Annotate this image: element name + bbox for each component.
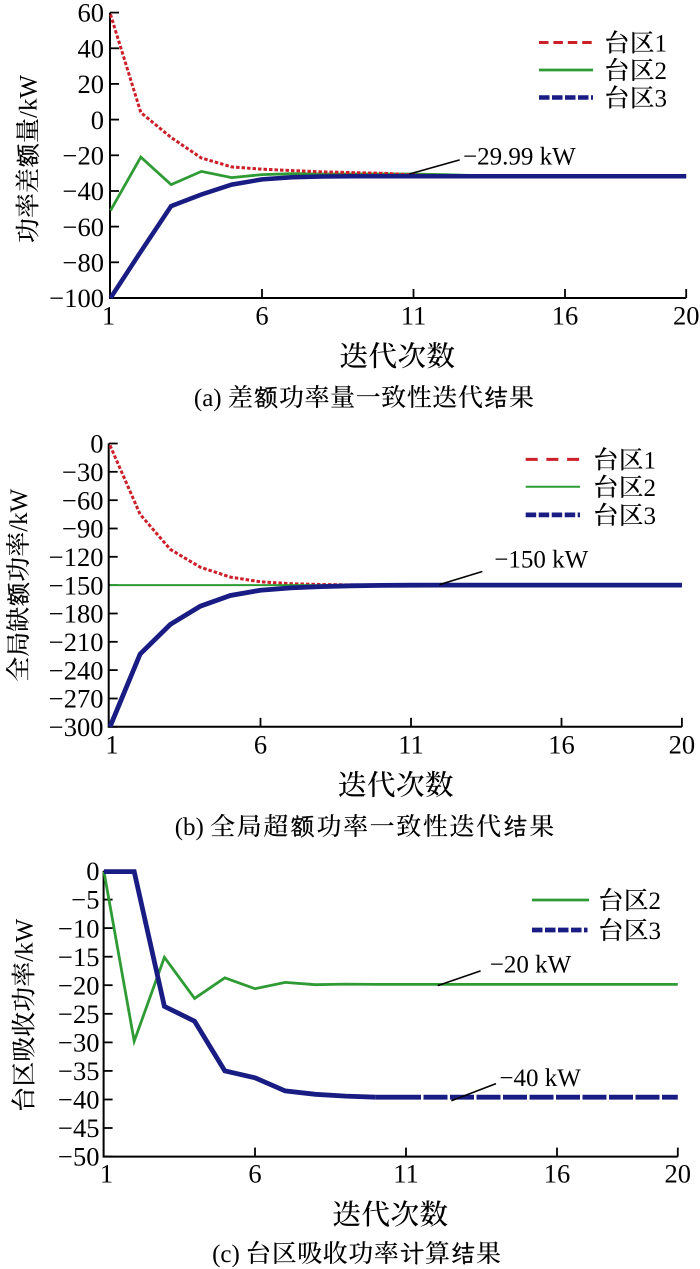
svg-text:1: 1 [105, 729, 118, 759]
svg-text:−210: −210 [49, 627, 104, 657]
svg-text:16: 16 [544, 1159, 571, 1189]
svg-text:−100: −100 [49, 283, 104, 313]
svg-text:2: 2 [644, 475, 657, 502]
svg-text:−40: −40 [63, 176, 104, 206]
svg-text:−25: −25 [58, 999, 99, 1029]
svg-text:−60: −60 [63, 212, 104, 242]
svg-text:−10: −10 [58, 913, 99, 943]
svg-text:(c): (c) [212, 1241, 240, 1268]
svg-text:1: 1 [102, 300, 115, 330]
svg-text:16: 16 [552, 300, 579, 330]
svg-text:−30: −30 [62, 457, 103, 487]
svg-text:6: 6 [254, 729, 267, 759]
svg-text:0: 0 [90, 429, 103, 459]
svg-text:−30: −30 [58, 1028, 99, 1058]
svg-text:/kW: /kW [12, 918, 39, 961]
svg-text:−150 kW: −150 kW [494, 546, 588, 573]
svg-text:11: 11 [401, 300, 427, 330]
svg-text:−120: −120 [49, 542, 104, 572]
svg-text:−90: −90 [62, 514, 103, 544]
svg-text:6: 6 [255, 300, 268, 330]
svg-text:−150: −150 [49, 570, 104, 600]
svg-text:−29.99 kW: −29.99 kW [463, 144, 576, 171]
svg-text:20: 20 [78, 69, 105, 99]
svg-text:−60: −60 [62, 485, 103, 515]
svg-text:3: 3 [644, 503, 657, 530]
svg-text:−50: −50 [58, 1142, 99, 1172]
svg-text:−300: −300 [49, 712, 104, 742]
svg-text:11: 11 [393, 1159, 419, 1189]
svg-text:0: 0 [86, 856, 99, 886]
svg-text:1: 1 [644, 447, 657, 474]
svg-text:16: 16 [548, 729, 575, 759]
svg-text:1: 1 [100, 1159, 113, 1189]
svg-text:−180: −180 [49, 599, 104, 629]
svg-text:−20: −20 [63, 140, 104, 170]
svg-text:−240: −240 [49, 655, 104, 685]
svg-text:−20 kW: −20 kW [490, 952, 572, 979]
svg-text:−40: −40 [58, 1085, 99, 1115]
svg-text:−40 kW: −40 kW [499, 1065, 581, 1092]
svg-text:60: 60 [78, 0, 105, 28]
svg-text:(b): (b) [175, 814, 204, 841]
svg-text:20: 20 [673, 300, 700, 330]
svg-text:(a): (a) [194, 385, 222, 412]
svg-text:−15: −15 [58, 942, 99, 972]
svg-text:−35: −35 [58, 1056, 99, 1086]
svg-text:20: 20 [665, 1159, 692, 1189]
svg-text:−80: −80 [63, 248, 104, 278]
svg-text:−45: −45 [58, 1113, 99, 1143]
svg-text:6: 6 [248, 1159, 261, 1189]
svg-text:−270: −270 [49, 684, 104, 714]
svg-text:20: 20 [669, 729, 696, 759]
svg-text:0: 0 [91, 105, 104, 135]
svg-text:1: 1 [655, 31, 668, 58]
svg-text:−5: −5 [71, 885, 99, 915]
svg-text:3: 3 [655, 86, 668, 113]
svg-text:2: 2 [655, 58, 668, 85]
svg-text:/kW: /kW [16, 75, 43, 118]
svg-text:/kW: /kW [6, 488, 33, 531]
svg-text:2: 2 [649, 888, 662, 915]
svg-text:40: 40 [78, 33, 105, 63]
svg-text:−20: −20 [58, 970, 99, 1000]
svg-text:11: 11 [398, 729, 424, 759]
svg-text:3: 3 [649, 918, 662, 945]
